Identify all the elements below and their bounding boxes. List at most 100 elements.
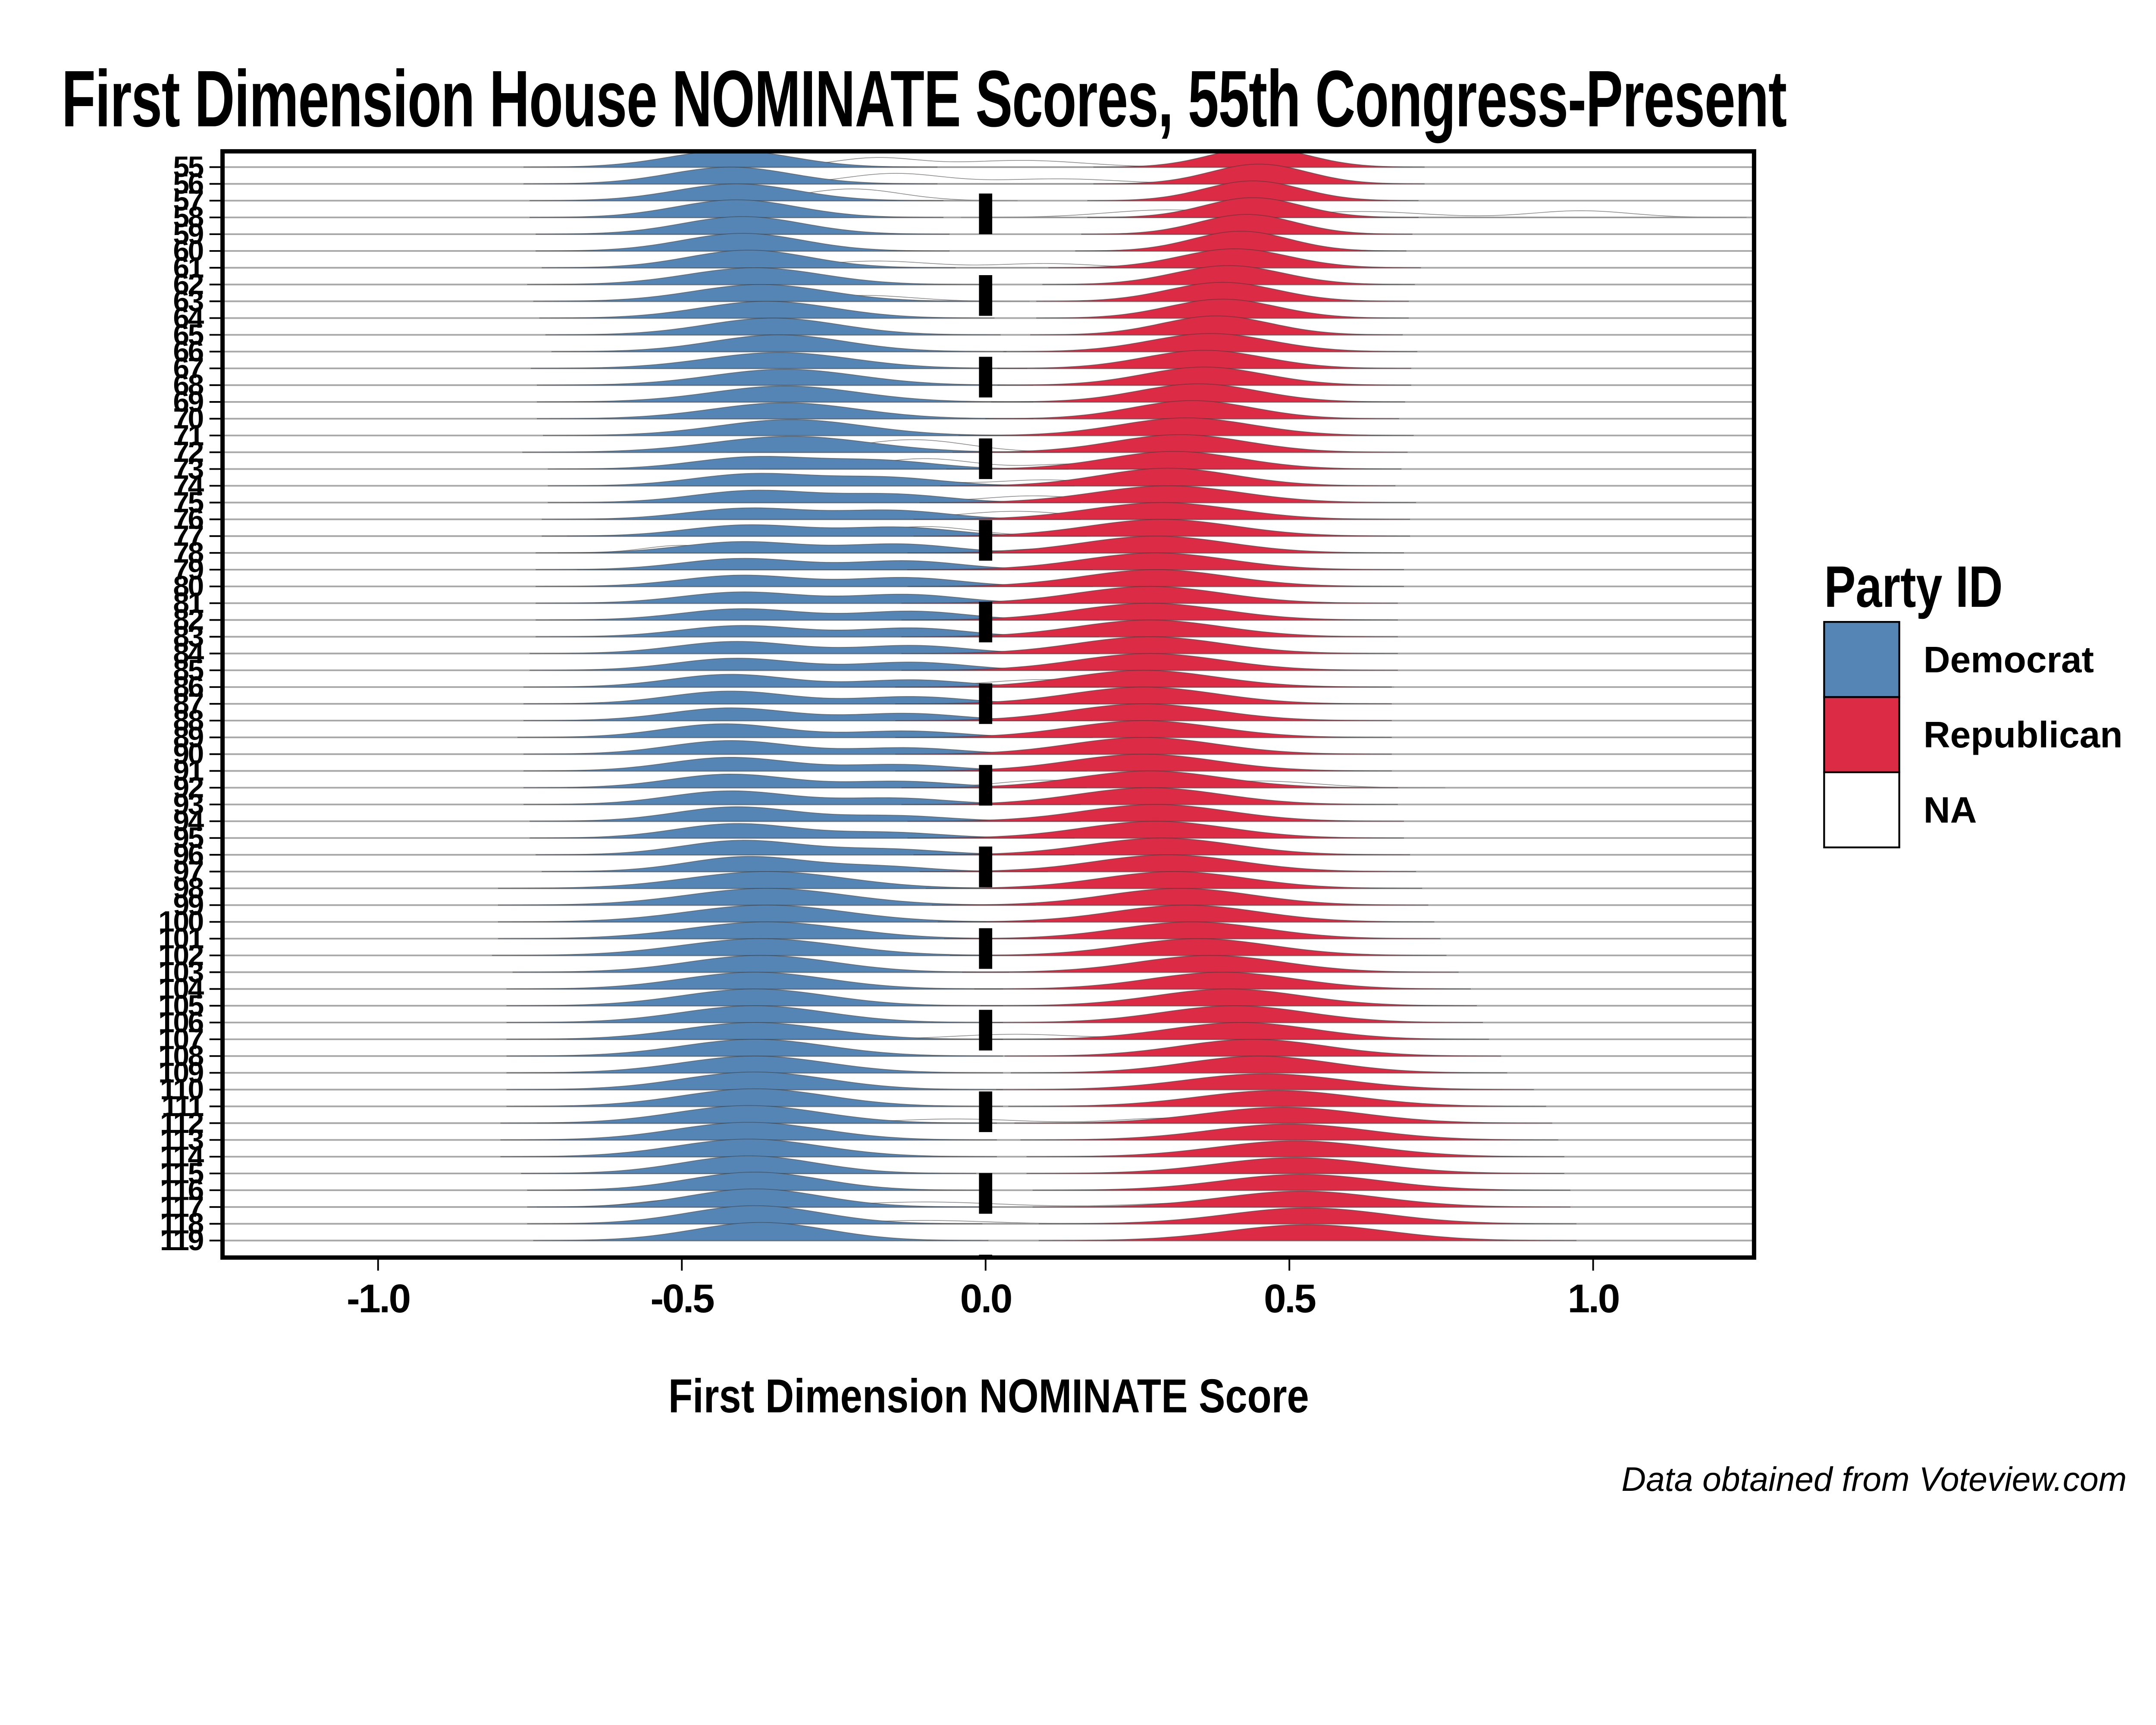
ridge-55-democrat [523,151,937,168]
y-tick-label-65: 65 [173,319,203,351]
ridge-60-democrat [536,233,950,251]
ridge-row-70 [222,400,1754,420]
ridge-58-republican [1087,197,1419,218]
ridge-61-republican [1048,248,1421,268]
ridge-103-democrat [512,955,1009,973]
y-tick-label-88: 88 [173,704,203,737]
ridge-row-69 [222,383,1754,403]
ridge-row-84 [222,636,1754,655]
y-tick-label-90: 90 [173,738,203,770]
ridge-115-democrat [521,1155,977,1174]
ridge-109-republican [1011,1055,1507,1073]
ridge-72-democrat [522,436,1060,453]
ridge-row-108 [222,1039,1754,1057]
ridge-67-republican [997,350,1411,369]
ridge-98-democrat [498,871,1036,889]
ridge-80-republican [907,569,1404,587]
ridge-107-democrat [506,1022,1003,1040]
ridge-row-100 [222,904,1754,923]
ridge-95-republican [907,821,1404,839]
y-tick-label-99: 99 [173,889,203,921]
y-tick-label-112: 112 [160,1107,204,1139]
y-tick-label-61: 61 [173,251,203,284]
ridge-119-republican [1038,1224,1577,1241]
ridge-74-democrat [548,473,1075,486]
y-tick-label-63: 63 [173,285,203,317]
ridge-77-republican [913,519,1410,537]
ridge-102-republican [950,938,1447,956]
ridge-96-republican [913,837,1410,855]
ridge-111-republican [1008,1090,1546,1107]
y-axis: 5556575859606162636465666768697071727374… [158,151,223,1257]
y-tick-label-55: 55 [173,151,203,183]
ridge-118-democrat [527,1205,983,1224]
ridge-68-republican [997,367,1411,386]
ridge-106-republican [986,1005,1483,1023]
ridge-row-104 [222,972,1754,990]
y-tick-label-83: 83 [173,621,203,653]
y-tick-label-105: 105 [158,990,203,1022]
ridge-71-republican [958,417,1414,436]
ridge-row-113 [222,1122,1754,1141]
ridge-70-democrat [537,402,1034,419]
y-tick-label-79: 79 [173,553,203,586]
ridge-94-republican [907,804,1404,822]
ridge-row-79 [222,552,1754,571]
y-tick-label-97: 97 [173,855,203,888]
ridge-88-republican [895,703,1392,721]
ridge-63-democrat [533,284,989,302]
y-tick-label-106: 106 [158,1007,203,1039]
ridge-111-democrat [506,1088,1003,1107]
y-tick-label-76: 76 [173,503,203,536]
ridge-row-105 [222,988,1754,1007]
y-tick-label-102: 102 [158,939,203,972]
y-tick-label-87: 87 [173,688,203,720]
ridge-97-democrat [542,856,1048,872]
ridge-108-republican [1004,1039,1501,1057]
ridge-113-democrat [500,1122,997,1141]
y-tick-label-78: 78 [173,537,203,569]
ridge-64-democrat [539,301,995,319]
x-tick-label--1.0: -1.0 [347,1276,410,1321]
ridge-116-democrat [527,1172,983,1191]
ridge-63-republican [1036,282,1409,302]
y-tick-label-84: 84 [173,637,204,670]
ridge-115-republican [1026,1157,1564,1174]
nominate-ridgeline-chart: First Dimension House NOMINATE Scores, 5… [61,54,2127,1499]
y-tick-label-69: 69 [173,386,203,418]
y-tick-label-72: 72 [173,436,203,468]
ridge-109-democrat [506,1055,1003,1073]
ridge-row-60 [222,231,1754,252]
y-tick-label-117: 117 [160,1191,203,1223]
y-tick-label-111: 111 [162,1090,204,1123]
y-tick-label-59: 59 [173,218,203,251]
ridge-row-99 [222,888,1754,906]
ridge-65-republican [1030,315,1403,336]
ridge-116-republican [1032,1174,1570,1191]
y-tick-label-56: 56 [173,168,203,200]
ridge-58-na [961,209,1747,218]
ridge-108-democrat [506,1039,1003,1057]
y-tick-label-94: 94 [173,805,204,837]
ridge-112-democrat [500,1105,997,1124]
y-tick-label-80: 80 [173,570,203,602]
ridge-62-democrat [527,267,983,285]
ridge-101-republican [944,921,1441,939]
ridge-row-119 [222,1222,1754,1242]
ridge-86-republican [895,670,1392,688]
y-tick-label-109: 109 [158,1057,203,1089]
ridge-row-61 [222,248,1754,269]
ridge-75-republican [919,485,1416,503]
y-tick-label-100: 100 [158,906,203,938]
x-tick-label-0.5: 0.5 [1264,1276,1316,1321]
ridge-84-republican [901,636,1398,654]
x-tick-label-1.0: 1.0 [1567,1276,1618,1321]
ridgeline-rows-layer [222,151,1754,1242]
ridge-56-republican [1093,163,1425,185]
ridge-113-republican [1020,1123,1558,1141]
y-tick-label-60: 60 [173,235,203,267]
y-tick-label-114: 114 [160,1141,204,1173]
ridge-row-114 [222,1138,1754,1158]
y-tick-label-57: 57 [173,185,203,217]
ridge-76-republican [913,502,1410,520]
